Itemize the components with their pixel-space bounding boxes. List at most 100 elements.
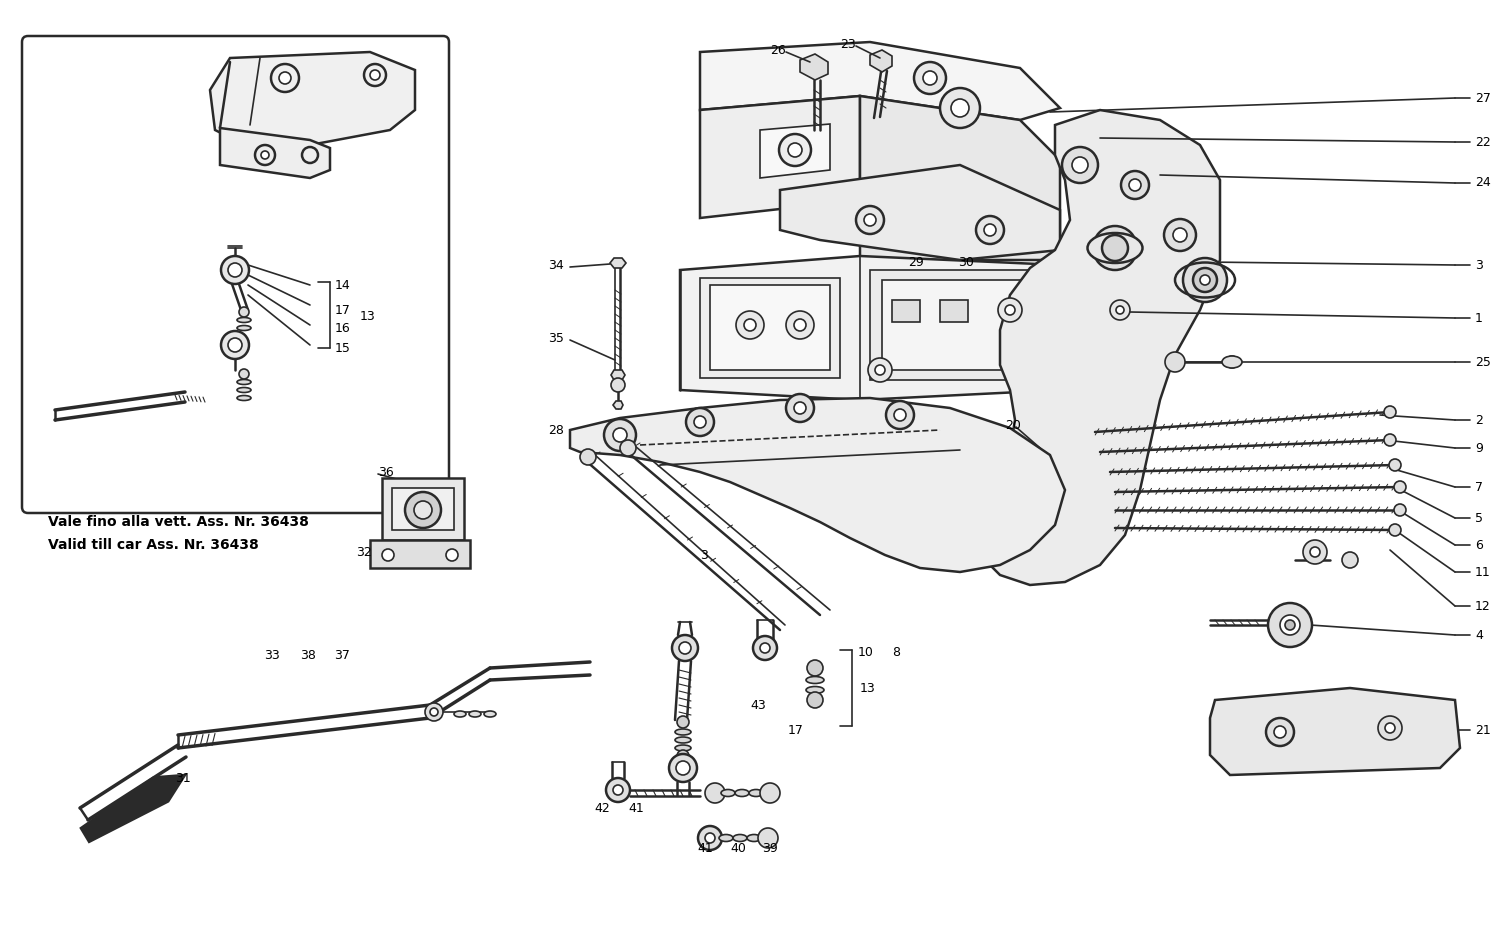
Circle shape: [606, 778, 630, 802]
Circle shape: [446, 549, 458, 561]
Text: Valid till car Ass. Nr. 36438: Valid till car Ass. Nr. 36438: [48, 538, 258, 552]
Circle shape: [220, 256, 249, 284]
Circle shape: [984, 224, 996, 236]
Polygon shape: [610, 370, 626, 380]
Bar: [370, 540, 470, 568]
Text: 36: 36: [378, 465, 393, 479]
Circle shape: [1384, 434, 1396, 446]
Circle shape: [1389, 459, 1401, 471]
Circle shape: [1110, 300, 1130, 320]
Text: 23: 23: [840, 38, 855, 50]
Text: 17: 17: [334, 304, 351, 317]
Bar: [882, 280, 1022, 370]
Circle shape: [669, 754, 698, 782]
Polygon shape: [614, 401, 622, 409]
Circle shape: [1378, 716, 1402, 740]
Text: 14: 14: [334, 278, 351, 291]
Text: 3: 3: [700, 549, 708, 562]
Polygon shape: [859, 96, 1060, 260]
Polygon shape: [760, 124, 830, 178]
Ellipse shape: [237, 395, 250, 400]
Circle shape: [676, 761, 690, 775]
Circle shape: [580, 449, 596, 465]
Circle shape: [1120, 171, 1149, 199]
Text: 24: 24: [1474, 177, 1491, 189]
Bar: [870, 270, 1035, 380]
Circle shape: [405, 492, 441, 528]
Text: 1: 1: [1474, 311, 1484, 324]
Circle shape: [382, 549, 394, 561]
Ellipse shape: [675, 745, 692, 751]
Circle shape: [1184, 258, 1227, 302]
Text: 29: 29: [908, 255, 924, 269]
Ellipse shape: [237, 318, 250, 323]
Polygon shape: [680, 256, 1060, 400]
Text: 25: 25: [1474, 356, 1491, 369]
Ellipse shape: [470, 711, 482, 717]
Ellipse shape: [1088, 233, 1143, 263]
Text: 21: 21: [1474, 724, 1491, 737]
Text: 16: 16: [334, 322, 351, 335]
Circle shape: [610, 378, 626, 392]
Circle shape: [1173, 228, 1186, 242]
Ellipse shape: [237, 325, 250, 330]
Bar: [392, 488, 454, 530]
Circle shape: [894, 409, 906, 421]
Ellipse shape: [484, 711, 496, 717]
Polygon shape: [800, 54, 828, 80]
Text: 42: 42: [594, 801, 609, 815]
Circle shape: [261, 151, 268, 159]
Circle shape: [238, 369, 249, 379]
Circle shape: [620, 440, 636, 456]
Text: 26: 26: [770, 44, 786, 57]
Text: 37: 37: [334, 649, 350, 661]
Circle shape: [886, 401, 914, 429]
Circle shape: [998, 298, 1022, 322]
Circle shape: [753, 636, 777, 660]
Bar: [382, 478, 464, 540]
Circle shape: [940, 88, 980, 128]
Circle shape: [614, 428, 627, 442]
Circle shape: [1389, 524, 1401, 536]
Polygon shape: [870, 50, 892, 72]
Bar: [710, 285, 830, 370]
Circle shape: [1304, 540, 1328, 564]
Ellipse shape: [735, 790, 748, 797]
Circle shape: [1166, 352, 1185, 372]
Circle shape: [238, 307, 249, 317]
Circle shape: [680, 642, 692, 654]
Ellipse shape: [748, 790, 764, 797]
Circle shape: [1394, 504, 1406, 516]
Circle shape: [951, 99, 969, 117]
Polygon shape: [220, 128, 330, 178]
Circle shape: [220, 331, 249, 359]
Ellipse shape: [454, 711, 466, 717]
Text: 7: 7: [1474, 481, 1484, 494]
Circle shape: [1266, 718, 1294, 746]
Circle shape: [255, 145, 274, 165]
Ellipse shape: [734, 834, 747, 842]
Circle shape: [760, 783, 780, 803]
Circle shape: [1104, 237, 1126, 259]
Ellipse shape: [747, 834, 760, 842]
Circle shape: [1384, 406, 1396, 418]
Text: 27: 27: [1474, 92, 1491, 104]
Circle shape: [1130, 179, 1142, 191]
Text: 38: 38: [300, 649, 316, 661]
Circle shape: [430, 708, 438, 716]
Circle shape: [914, 62, 946, 94]
Text: 41: 41: [628, 801, 644, 815]
Circle shape: [614, 785, 622, 795]
Ellipse shape: [1222, 356, 1242, 368]
Circle shape: [1062, 147, 1098, 183]
Circle shape: [1226, 356, 1238, 368]
Circle shape: [778, 134, 812, 166]
Text: 39: 39: [762, 842, 777, 854]
Circle shape: [736, 311, 764, 339]
Circle shape: [302, 147, 318, 163]
Text: 4: 4: [1474, 628, 1484, 641]
Circle shape: [1310, 547, 1320, 557]
Circle shape: [786, 394, 814, 422]
Bar: [700, 278, 840, 378]
Text: 28: 28: [548, 424, 564, 436]
